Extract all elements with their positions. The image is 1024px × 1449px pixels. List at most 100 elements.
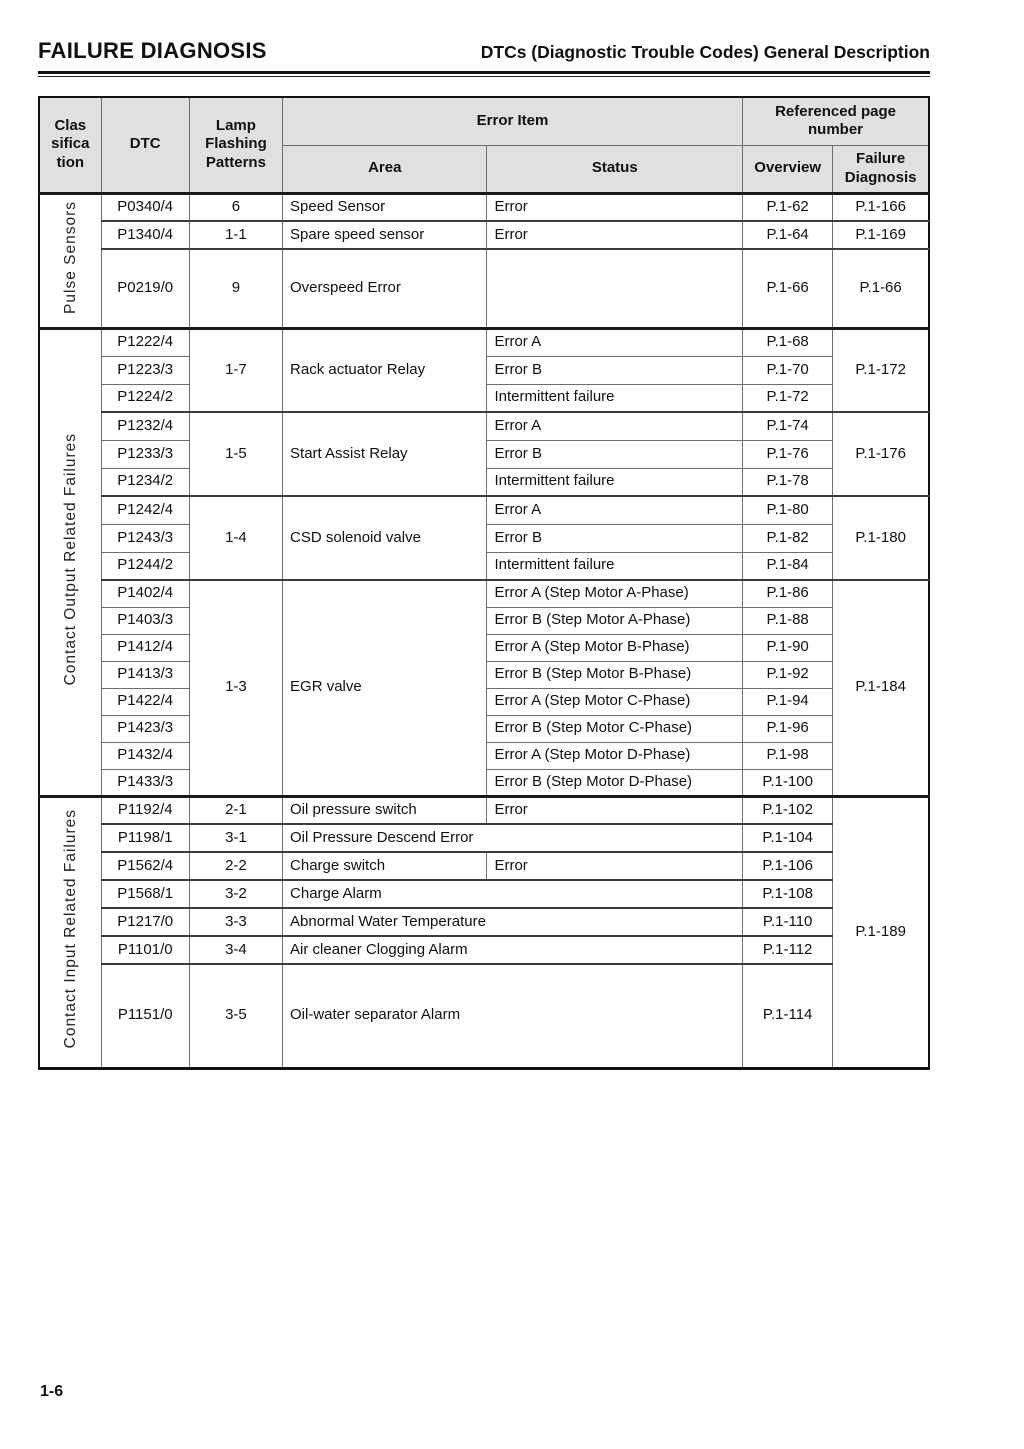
status-cell: Error <box>486 220 744 250</box>
overview-page-cell: P.1-76 <box>742 439 834 469</box>
overview-page-cell: P.1-106 <box>742 851 834 881</box>
overview-page-cell: P.1-72 <box>742 383 834 413</box>
table-row: P1412/4 Error A (Step Motor B-Phase) P.1… <box>39 633 929 662</box>
failure-page-cell: P.1-176 <box>832 411 930 497</box>
status-cell: Error A (Step Motor C-Phase) <box>486 687 744 716</box>
table-row: P1422/4 Error A (Step Motor C-Phase) P.1… <box>39 687 929 716</box>
lamp-pattern-cell: 3-3 <box>188 907 284 937</box>
lamp-pattern-cell: 2-2 <box>188 851 284 881</box>
dtc-cell: P0219/0 <box>100 248 190 329</box>
dtc-cell: P1151/0 <box>100 963 190 1069</box>
table-row: P1232/4 1-5 Start Assist Relay Error A P… <box>39 411 930 497</box>
dtc-cell: P1101/0 <box>100 935 190 965</box>
table-row: P1402/4 1-3 EGR valve Error A (Step Moto… <box>39 579 930 797</box>
status-cell <box>486 248 744 329</box>
failure-page-cell: P.1-166 <box>832 191 930 222</box>
lamp-pattern-cell: 3-1 <box>188 823 284 853</box>
table-row: P1562/4 2-2 Charge switch Error P.1-106 <box>39 851 929 881</box>
dtc-cell: P1233/3 <box>100 439 190 469</box>
area-cell: Rack actuator Relay <box>282 326 488 413</box>
status-cell: Error B <box>486 523 744 553</box>
overview-page-cell: P.1-90 <box>742 633 834 662</box>
header-overview: Overview <box>742 144 834 194</box>
table-row: P1101/0 3-4 Air cleaner Clogging Alarm P… <box>39 935 929 965</box>
dtc-cell: P1217/0 <box>100 907 190 937</box>
manual-page: FAILURE DIAGNOSIS DTCs (Diagnostic Troub… <box>38 38 930 1400</box>
area-cell: Charge switch <box>282 851 488 881</box>
table-row: P1423/3 Error B (Step Motor C-Phase) P.1… <box>39 714 929 743</box>
dtc-cell: P1192/4 <box>100 794 190 825</box>
overview-page-cell: P.1-100 <box>742 768 834 797</box>
lamp-pattern-cell: 1-5 <box>188 411 284 497</box>
classification-label: Contact Output Related Failures <box>61 432 79 686</box>
status-cell: Error A <box>486 495 744 525</box>
status-cell: Intermittent failure <box>486 551 744 581</box>
status-cell: Error <box>486 794 744 825</box>
area-cell: Abnormal Water Temperature <box>282 907 744 937</box>
dtc-cell: P0340/4 <box>100 191 190 222</box>
dtc-cell: P1412/4 <box>100 633 190 662</box>
header-classification: Clas sifica tion <box>38 96 102 194</box>
dtc-cell: P1562/4 <box>100 851 190 881</box>
overview-page-cell: P.1-80 <box>742 495 834 525</box>
dtc-cell: P1568/1 <box>100 879 190 909</box>
status-cell: Error A (Step Motor D-Phase) <box>486 741 744 770</box>
area-cell: Charge Alarm <box>282 879 744 909</box>
dtc-table: Clas sifica tion DTC Lamp Flashing Patte… <box>38 96 930 1070</box>
status-cell: Error B (Step Motor D-Phase) <box>486 768 744 797</box>
area-cell: Oil Pressure Descend Error <box>282 823 744 853</box>
table-row: P1234/2 Intermittent failure P.1-78 <box>39 467 929 497</box>
status-cell: Error A (Step Motor B-Phase) <box>486 633 744 662</box>
status-cell: Error A (Step Motor A-Phase) <box>486 579 744 608</box>
dtc-cell: P1403/3 <box>100 606 190 635</box>
dtc-cell: P1234/2 <box>100 467 190 497</box>
area-cell: Overspeed Error <box>282 248 488 329</box>
header-referenced-page-number: Referenced page number <box>742 96 930 146</box>
status-cell: Error B <box>486 439 744 469</box>
lamp-pattern-cell: 2-1 <box>188 794 284 825</box>
lamp-pattern-cell: 9 <box>188 248 284 329</box>
lamp-pattern-cell: 3-4 <box>188 935 284 965</box>
overview-page-cell: P.1-84 <box>742 551 834 581</box>
status-cell: Error <box>486 191 744 222</box>
table-row: P1568/1 3-2 Charge Alarm P.1-108 <box>39 879 929 909</box>
section-title: DTCs (Diagnostic Trouble Codes) General … <box>480 42 930 62</box>
table-row: P1413/3 Error B (Step Motor B-Phase) P.1… <box>39 660 929 689</box>
dtc-cell: P1432/4 <box>100 741 190 770</box>
overview-page-cell: P.1-92 <box>742 660 834 689</box>
table-row: P1223/3 Error B P.1-70 <box>39 355 929 385</box>
table-row: P1242/4 1-4 CSD solenoid valve Error A P… <box>39 495 930 581</box>
table-row: P1198/1 3-1 Oil Pressure Descend Error P… <box>39 823 929 853</box>
area-cell: Oil pressure switch <box>282 794 488 825</box>
overview-page-cell: P.1-74 <box>742 411 834 441</box>
area-cell: Air cleaner Clogging Alarm <box>282 935 744 965</box>
title-rule <box>38 71 930 77</box>
lamp-pattern-cell: 1-3 <box>188 579 284 797</box>
dtc-cell: P1242/4 <box>100 495 190 525</box>
overview-page-cell: P.1-66 <box>742 248 834 329</box>
classification-cell: Pulse Sensors <box>38 191 102 329</box>
overview-page-cell: P.1-78 <box>742 467 834 497</box>
dtc-cell: P1422/4 <box>100 687 190 716</box>
table-row: P1243/3 Error B P.1-82 <box>39 523 929 553</box>
table-row: P1217/0 3-3 Abnormal Water Temperature P… <box>39 907 929 937</box>
title-bar: FAILURE DIAGNOSIS DTCs (Diagnostic Troub… <box>38 38 930 64</box>
overview-page-cell: P.1-86 <box>742 579 834 608</box>
table-row: P1340/4 1-1 Spare speed sensor Error P.1… <box>39 220 930 250</box>
header-status: Status <box>486 144 744 194</box>
dtc-cell: P1198/1 <box>100 823 190 853</box>
failure-page-cell: P.1-180 <box>832 495 930 581</box>
header-lamp-flashing-patterns: Lamp Flashing Patterns <box>188 96 284 194</box>
classification-cell: Contact Input Related Failures <box>38 794 102 1069</box>
overview-page-cell: P.1-112 <box>742 935 834 965</box>
lamp-pattern-cell: 1-4 <box>188 495 284 581</box>
dtc-cell: P1232/4 <box>100 411 190 441</box>
table-row: Pulse Sensors P0340/4 6 Speed Sensor Err… <box>38 191 930 329</box>
table-row: Contact Input Related Failures P1192/4 2… <box>38 794 930 1069</box>
overview-page-cell: P.1-88 <box>742 606 834 635</box>
status-cell: Error <box>486 851 744 881</box>
overview-page-cell: P.1-96 <box>742 714 834 743</box>
dtc-cell: P1402/4 <box>100 579 190 608</box>
dtc-cell: P1244/2 <box>100 551 190 581</box>
classification-label: Pulse Sensors <box>61 201 79 315</box>
